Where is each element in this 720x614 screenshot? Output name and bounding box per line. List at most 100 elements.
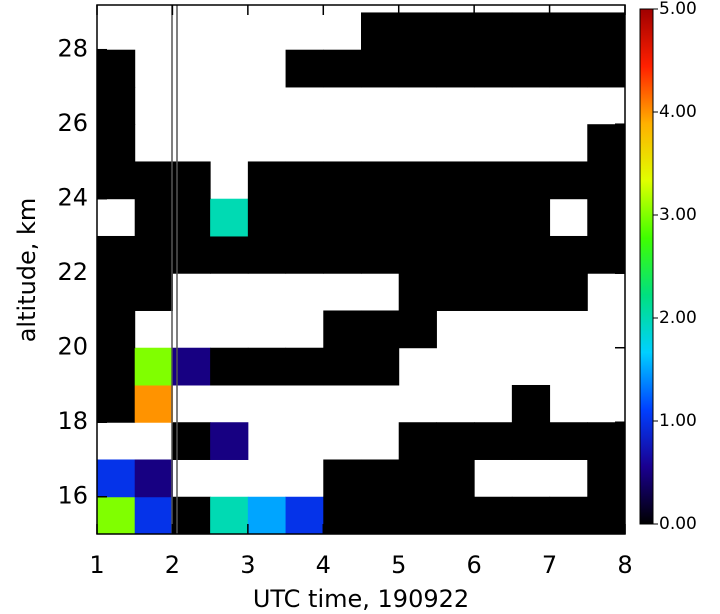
cell <box>97 273 136 311</box>
cell <box>587 496 626 535</box>
cell <box>361 235 400 274</box>
cell <box>398 459 437 498</box>
plot-frame <box>96 4 626 535</box>
y-axis-label: altitude, km <box>13 198 41 343</box>
cell <box>474 198 513 237</box>
cell <box>172 496 211 535</box>
cell <box>210 235 249 274</box>
cell <box>285 49 324 88</box>
colorbar-tick-label: 0.00 <box>659 514 697 534</box>
cell <box>247 198 287 237</box>
cell <box>361 198 400 237</box>
cell <box>134 347 173 386</box>
cell <box>587 49 626 88</box>
cell <box>247 235 287 274</box>
cell <box>285 496 324 535</box>
cell <box>511 12 551 51</box>
cell <box>587 459 626 498</box>
cell <box>398 161 437 200</box>
cell <box>511 198 551 237</box>
x-axis-label: UTC time, 190922 <box>253 585 469 613</box>
cell <box>398 49 437 88</box>
cell <box>474 496 513 535</box>
cell <box>511 496 551 535</box>
y-tick-label: 22 <box>57 258 88 286</box>
x-tick-label: 1 <box>89 551 104 579</box>
cell <box>285 161 324 200</box>
cell <box>210 198 249 237</box>
cell <box>474 12 513 51</box>
cell <box>474 422 513 460</box>
cell <box>398 273 437 311</box>
y-tick-label: 18 <box>57 407 88 435</box>
cell <box>134 459 173 498</box>
cell <box>511 235 551 274</box>
x-tick-label: 8 <box>617 551 632 579</box>
cell <box>436 273 475 311</box>
cell <box>511 273 551 311</box>
cell <box>361 161 400 200</box>
y-tick-label: 16 <box>57 482 88 510</box>
cell <box>323 161 362 200</box>
cell <box>511 49 551 88</box>
cell <box>436 422 475 460</box>
cell <box>361 12 400 51</box>
colorbar-tick-label: 5.00 <box>659 0 697 19</box>
cell <box>398 12 437 51</box>
colorbar <box>639 8 654 525</box>
cell <box>361 49 400 88</box>
cell <box>549 422 588 460</box>
cell <box>361 496 400 535</box>
cell <box>361 347 400 386</box>
cell <box>323 347 362 386</box>
cell <box>398 198 437 237</box>
cell <box>97 384 136 423</box>
y-tick-label: 26 <box>57 109 88 137</box>
cell <box>97 496 136 535</box>
cell <box>436 459 475 498</box>
cell <box>172 161 211 200</box>
cell <box>134 384 173 423</box>
cell <box>398 310 437 349</box>
cell <box>210 347 249 386</box>
cell <box>436 235 475 274</box>
cell <box>323 496 362 535</box>
cell <box>587 161 626 200</box>
cell <box>323 198 362 237</box>
x-tick-label: 3 <box>240 551 255 579</box>
x-tick-label: 7 <box>542 551 557 579</box>
cell <box>134 496 173 535</box>
cell <box>549 496 588 535</box>
cell <box>474 161 513 200</box>
cell <box>323 310 362 349</box>
cell <box>511 384 551 423</box>
cell <box>398 422 437 460</box>
cell <box>285 347 324 386</box>
cell <box>587 124 626 162</box>
cell <box>247 161 287 200</box>
cell <box>549 12 588 51</box>
cell <box>172 347 211 386</box>
cell <box>97 86 136 125</box>
cell <box>511 161 551 200</box>
cell <box>97 49 136 88</box>
cell <box>549 273 588 311</box>
cell <box>97 310 136 349</box>
cell <box>97 161 136 200</box>
y-tick-label: 28 <box>57 35 88 63</box>
cell <box>436 12 475 51</box>
cell <box>436 161 475 200</box>
cell <box>210 496 249 535</box>
y-tick-label: 24 <box>57 184 88 212</box>
cell <box>97 124 136 162</box>
cell <box>549 235 588 274</box>
cell <box>549 49 588 88</box>
cell <box>511 422 551 460</box>
cell <box>474 273 513 311</box>
cell <box>285 235 324 274</box>
cell <box>134 235 173 274</box>
y-tick-label: 20 <box>57 333 88 361</box>
x-tick-label: 2 <box>165 551 180 579</box>
cell <box>549 161 588 200</box>
